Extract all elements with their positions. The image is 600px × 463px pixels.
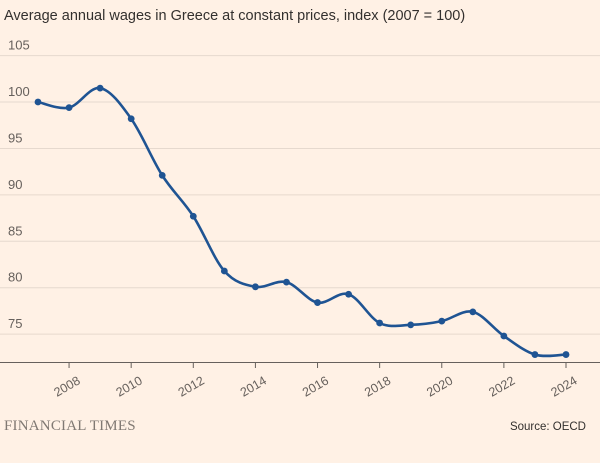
y-tick-label: 90 (8, 177, 22, 192)
x-tick-label: 2010 (114, 373, 145, 399)
source-note: Source: OECD (509, 421, 586, 433)
y-tick-label: 105 (8, 38, 30, 53)
x-tick-label: 2020 (424, 373, 455, 399)
data-point-2017 (345, 290, 352, 298)
x-tick-label: 2016 (300, 373, 331, 399)
x-tick-label: 2008 (52, 373, 83, 399)
data-point-2008 (65, 104, 73, 111)
x-tick-label: 2018 (362, 373, 393, 399)
data-point-2014 (252, 283, 259, 291)
data-point-2009 (96, 84, 104, 92)
brand-logo: FINANCIAL TIMES (4, 418, 136, 434)
y-tick-label: 95 (8, 130, 22, 145)
data-point-2007 (34, 98, 42, 106)
data-point-2024 (562, 351, 570, 358)
x-tick-label: 2014 (238, 373, 269, 399)
y-tick-label: 100 (8, 84, 30, 99)
x-tick-label: 2022 (486, 373, 517, 399)
y-axis-tick-labels: 75 80 85 90 95 100 105 (8, 38, 30, 332)
data-point-2022 (500, 332, 508, 340)
data-point-2018 (376, 319, 384, 327)
data-point-2021 (469, 308, 477, 316)
x-axis-ticks: 2008 2010 2012 2014 2016 2018 2020 2022 2024 (52, 362, 580, 400)
data-point-2019 (407, 321, 415, 329)
data-point-2012 (189, 212, 197, 220)
data-point-2015 (283, 278, 290, 286)
y-tick-label: 80 (8, 270, 22, 285)
x-tick-label: 2024 (548, 373, 579, 399)
data-point-2016 (314, 299, 321, 306)
line-chart: 75 80 85 90 95 100 105 2008 2010 2012 2014 2016 201… (0, 38, 600, 400)
data-point-2013 (220, 267, 228, 275)
data-point-2011 (158, 171, 166, 179)
data-point-2023 (531, 351, 539, 358)
data-point-2020 (438, 317, 446, 325)
series-line (36, 86, 568, 358)
x-tick-label: 2012 (176, 373, 207, 399)
y-tick-label: 85 (8, 223, 22, 238)
data-point-2010 (127, 115, 135, 123)
y-tick-label: 75 (8, 316, 22, 331)
chart-title: Average annual wages in Greece at consta… (4, 8, 466, 24)
series-layer (34, 84, 570, 358)
